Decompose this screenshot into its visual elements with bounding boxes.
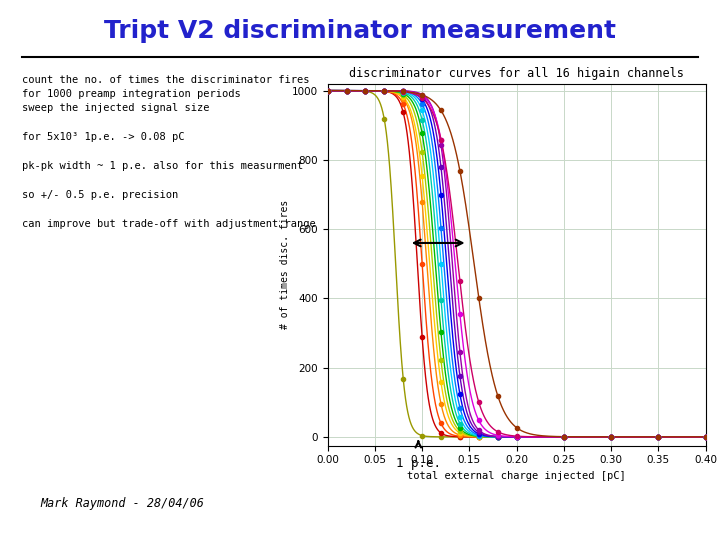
Text: Mark Raymond - 28/04/06: Mark Raymond - 28/04/06 [40,497,204,510]
Y-axis label: # of times disc. fires: # of times disc. fires [280,200,290,329]
X-axis label: total external charge injected [pC]: total external charge injected [pC] [408,471,626,481]
Text: Tript V2 discriminator measurement: Tript V2 discriminator measurement [104,19,616,43]
Title: discriminator curves for all 16 higain channels: discriminator curves for all 16 higain c… [349,67,684,80]
Text: count the no. of times the discriminator fires
for 1000 preamp integration perio: count the no. of times the discriminator… [22,75,315,228]
Text: 1 p.e.: 1 p.e. [396,457,441,470]
